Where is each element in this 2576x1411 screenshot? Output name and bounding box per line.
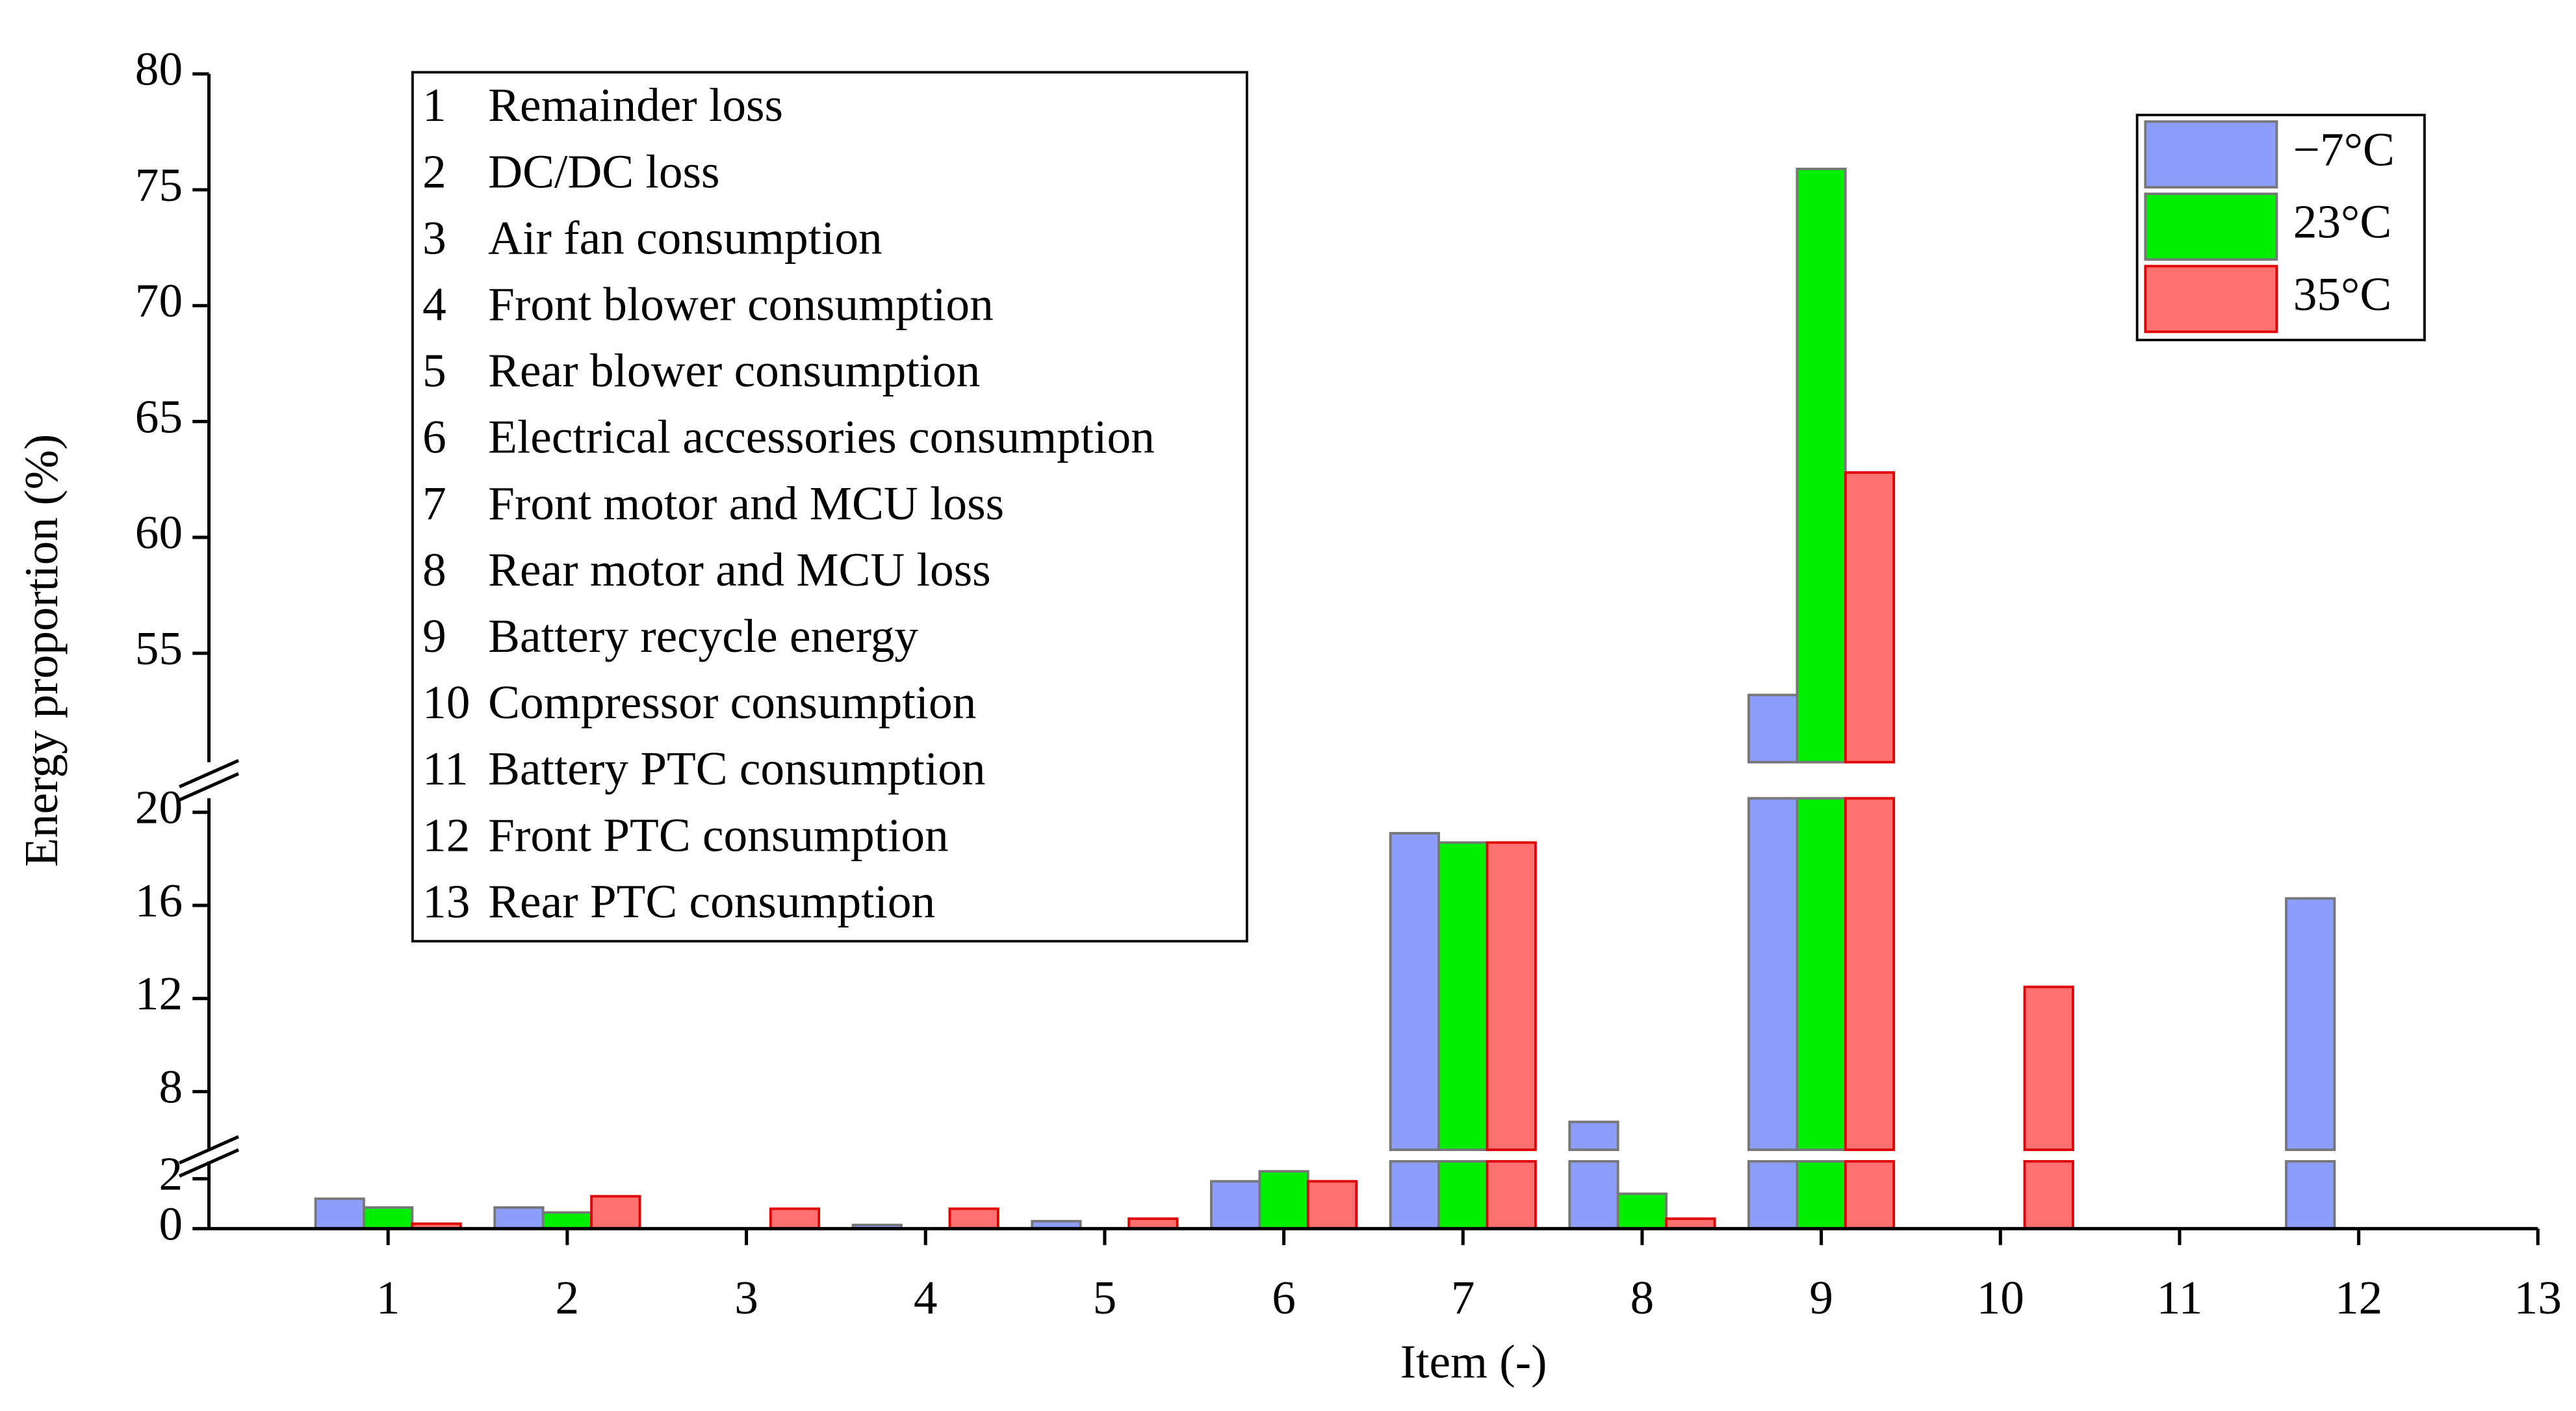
bar [1486, 1159, 1537, 1230]
bar [1796, 1159, 1847, 1230]
x-tick-label: 1 [376, 1271, 400, 1324]
bar [1796, 797, 1847, 1152]
bar [1568, 1120, 1619, 1152]
item-key-id: 9 [422, 610, 446, 662]
item-key-id: 8 [422, 543, 446, 596]
item-key-id: 5 [422, 344, 446, 397]
bar [2285, 1159, 2336, 1230]
y-tick-label: 20 [135, 781, 183, 834]
bar [1616, 1192, 1668, 1230]
item-key-id: 4 [422, 278, 446, 330]
axis-break [179, 1148, 240, 1178]
x-tick-label: 10 [1977, 1271, 2024, 1324]
legend-label: 23°C [2293, 196, 2391, 248]
bar [1437, 841, 1489, 1152]
legend-swatch [2144, 120, 2278, 189]
y-tick-label: 70 [135, 274, 183, 327]
x-tick-label: 5 [1093, 1271, 1117, 1324]
x-tick-label: 3 [734, 1271, 758, 1324]
y-tick-label: 60 [135, 506, 183, 559]
bar [1796, 168, 1847, 764]
item-key-label: Electrical accessories consumption [488, 411, 1155, 463]
item-key-label: Front motor and MCU loss [488, 477, 1004, 530]
bar [2285, 897, 2336, 1152]
legend-label: −7°C [2293, 123, 2395, 175]
bar [1486, 841, 1537, 1152]
x-tick-label: 4 [914, 1271, 938, 1324]
bar [2023, 1159, 2074, 1230]
bar [2023, 985, 2074, 1152]
x-tick-label: 7 [1451, 1271, 1475, 1324]
x-tick-label: 2 [556, 1271, 580, 1324]
bar [948, 1207, 999, 1230]
item-key-label: Rear PTC consumption [488, 875, 935, 927]
legend-swatch [2144, 265, 2278, 333]
x-tick-label: 11 [2157, 1271, 2203, 1324]
item-key-label: DC/DC loss [488, 145, 719, 198]
bar [1389, 1159, 1440, 1230]
bar [1258, 1170, 1309, 1230]
item-key-label: Rear motor and MCU loss [488, 543, 990, 596]
x-tick-label: 13 [2514, 1271, 2562, 1324]
axis-break [179, 1135, 240, 1165]
x-tick-label: 12 [2335, 1271, 2382, 1324]
bar [1747, 1159, 1799, 1230]
y-axis-label: Energy proportion (%) [15, 434, 68, 867]
x-tick-label: 9 [1809, 1271, 1833, 1324]
item-key-id: 1 [422, 79, 446, 131]
axis-break [179, 758, 240, 788]
bar [590, 1195, 641, 1230]
y-tick-label: 65 [135, 390, 183, 443]
item-key-box [411, 71, 1248, 943]
item-key-label: Battery recycle energy [488, 610, 918, 662]
bar [1437, 1159, 1489, 1230]
y-tick-label: 16 [135, 874, 183, 927]
item-key-id: 12 [422, 809, 470, 861]
y-tick-label: 55 [135, 622, 183, 675]
x-tick-label: 6 [1272, 1271, 1296, 1324]
bar [769, 1207, 821, 1230]
bar [1844, 797, 1896, 1152]
item-key-label: Front blower consumption [488, 278, 994, 330]
item-key-id: 2 [422, 145, 446, 198]
item-key-id: 10 [422, 676, 470, 729]
item-key-id: 6 [422, 411, 446, 463]
bar [1210, 1180, 1261, 1230]
item-key-id: 3 [422, 211, 446, 264]
bar [314, 1197, 365, 1230]
bar [1389, 832, 1440, 1152]
legend-label: 35°C [2293, 268, 2391, 320]
item-key-label: Air fan consumption [488, 211, 882, 264]
bar [493, 1206, 545, 1230]
y-tick-label: 2 [159, 1148, 183, 1200]
y-tick-label: 80 [135, 43, 183, 96]
y-tick-label: 0 [159, 1197, 183, 1250]
bar [1747, 693, 1799, 764]
y-tick-label: 75 [135, 159, 183, 211]
bar [1747, 797, 1799, 1152]
item-key-label: Rear blower consumption [488, 344, 980, 397]
bar [363, 1206, 414, 1230]
item-key-label: Battery PTC consumption [488, 742, 985, 795]
y-tick-label: 8 [159, 1060, 183, 1113]
item-key-label: Front PTC consumption [488, 809, 948, 861]
x-axis-label: Item (-) [1400, 1336, 1547, 1388]
bar [1844, 1159, 1896, 1230]
bar [1568, 1159, 1619, 1230]
item-key-id: 13 [422, 875, 470, 927]
item-key-id: 7 [422, 477, 446, 530]
bar [541, 1211, 593, 1230]
bar [1306, 1180, 1358, 1230]
item-key-label: Remainder loss [488, 79, 783, 131]
legend-swatch [2144, 192, 2278, 261]
axis-break [179, 772, 240, 802]
item-key-label: Compressor consumption [488, 676, 976, 729]
x-tick-label: 8 [1630, 1271, 1655, 1324]
bar [1844, 471, 1896, 764]
y-tick-label: 12 [135, 967, 183, 1020]
item-key-id: 11 [422, 742, 469, 795]
